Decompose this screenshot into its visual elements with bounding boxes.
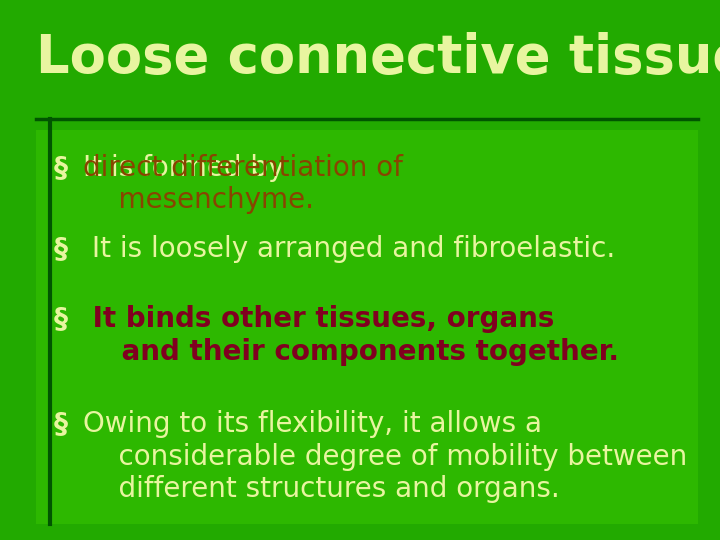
Text: §: § [54, 235, 68, 263]
FancyBboxPatch shape [36, 130, 698, 524]
Text: It is formed by: It is formed by [83, 154, 293, 182]
Text: Owing to its flexibility, it allows a
    considerable degree of mobility betwee: Owing to its flexibility, it allows a co… [83, 410, 687, 503]
Text: §: § [54, 410, 68, 438]
Text: Loose connective tissues: Loose connective tissues [36, 32, 720, 84]
Text: It binds other tissues, organs
    and their components together.: It binds other tissues, organs and their… [83, 305, 618, 366]
Text: §: § [54, 154, 68, 182]
Text: direct differentiation of
    mesenchyme.: direct differentiation of mesenchyme. [83, 154, 402, 214]
Text: It is loosely arranged and fibroelastic.: It is loosely arranged and fibroelastic. [83, 235, 615, 263]
Text: §: § [54, 305, 68, 333]
